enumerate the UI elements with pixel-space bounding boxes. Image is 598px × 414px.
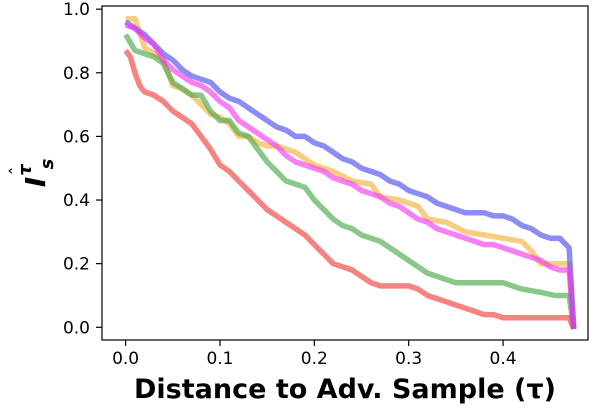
y-axis-title: I ˆ τ s bbox=[7, 158, 58, 187]
plot-frame bbox=[101, 5, 589, 341]
x-axis-title: Distance to Adv. Sample (τ) bbox=[134, 374, 556, 405]
y-tick-label: 0.8 bbox=[63, 64, 90, 84]
x-tick-label: 0.3 bbox=[395, 349, 422, 369]
x-axis: 0.0 0.1 0.2 0.3 0.4 bbox=[112, 340, 517, 369]
y-axis-title-accent: ˆ bbox=[7, 167, 28, 176]
series-line-2 bbox=[123, 33, 577, 330]
y-tick-label: 0.4 bbox=[63, 191, 90, 211]
series-line-5 bbox=[124, 22, 577, 330]
series-line-3 bbox=[123, 48, 577, 330]
y-axis-title-subscript: s bbox=[37, 158, 58, 169]
x-tick-label: 0.4 bbox=[490, 349, 517, 369]
y-tick-label: 0.6 bbox=[63, 127, 90, 147]
x-tick-label: 0.1 bbox=[206, 349, 233, 369]
y-axis-title-main: I bbox=[19, 177, 52, 187]
x-tick-label: 0.2 bbox=[301, 349, 328, 369]
y-tick-label: 1.0 bbox=[63, 0, 90, 20]
y-axis: 0.0 0.2 0.4 0.6 0.8 1.0 bbox=[63, 0, 102, 338]
series-line-4 bbox=[124, 19, 577, 330]
y-axis-title-superscript: τ bbox=[15, 164, 36, 176]
y-tick-label: 0.2 bbox=[63, 255, 90, 275]
series-group bbox=[123, 15, 577, 330]
x-tick-label: 0.0 bbox=[112, 349, 139, 369]
y-tick-label: 0.0 bbox=[63, 318, 90, 338]
